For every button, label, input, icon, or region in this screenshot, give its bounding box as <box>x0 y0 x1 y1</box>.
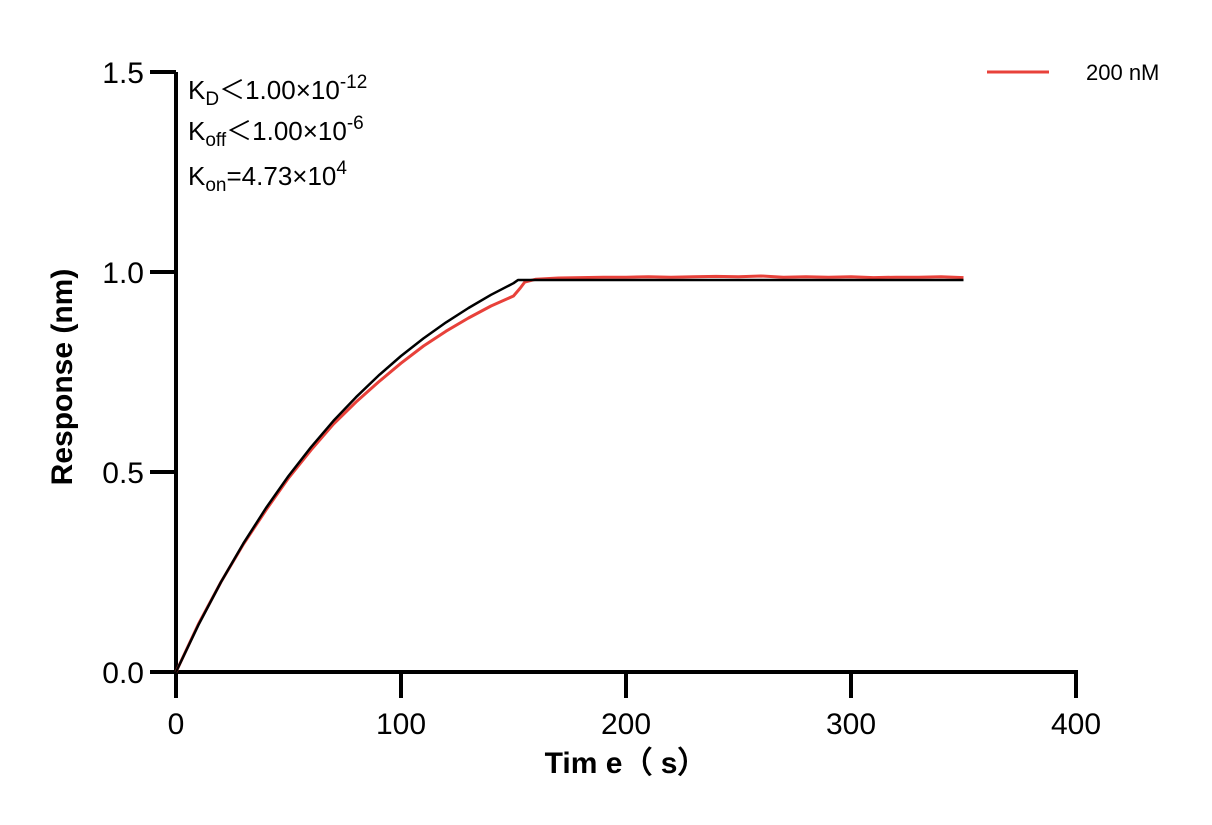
legend: 200 nM <box>987 60 1159 85</box>
x-tick-label: 200 <box>601 708 651 741</box>
x-tick-label: 0 <box>168 708 185 741</box>
x-tick-label: 400 <box>1051 708 1101 741</box>
y-tick-label: 0.5 <box>102 457 144 490</box>
x-axis-title: Tim e（ s） <box>545 746 708 780</box>
axes: 0.0 0.5 1.0 1.5 0 100 200 300 400 <box>102 57 1101 741</box>
series-layer <box>174 274 964 673</box>
y-tick-label: 0.0 <box>102 657 144 690</box>
fit-curve-line <box>174 278 964 673</box>
kd-annotation: KD＜1.00×10-12 <box>188 72 367 110</box>
x-tick-label: 100 <box>376 708 426 741</box>
x-tick-label: 300 <box>826 708 876 741</box>
legend-label-200nm: 200 nM <box>1086 60 1159 85</box>
series-line-200nm <box>174 274 964 673</box>
y-axis-title: Response (nm) <box>46 269 79 486</box>
koff-annotation: Koff＜1.00×10-6 <box>188 113 364 151</box>
y-tick-label: 1.0 <box>102 257 144 290</box>
y-tick-label: 1.5 <box>102 57 144 90</box>
kon-annotation: Kon=4.73×104 <box>188 158 347 196</box>
kinetics-annotations: KD＜1.00×10-12 Koff＜1.00×10-6 Kon=4.73×10… <box>188 72 367 196</box>
